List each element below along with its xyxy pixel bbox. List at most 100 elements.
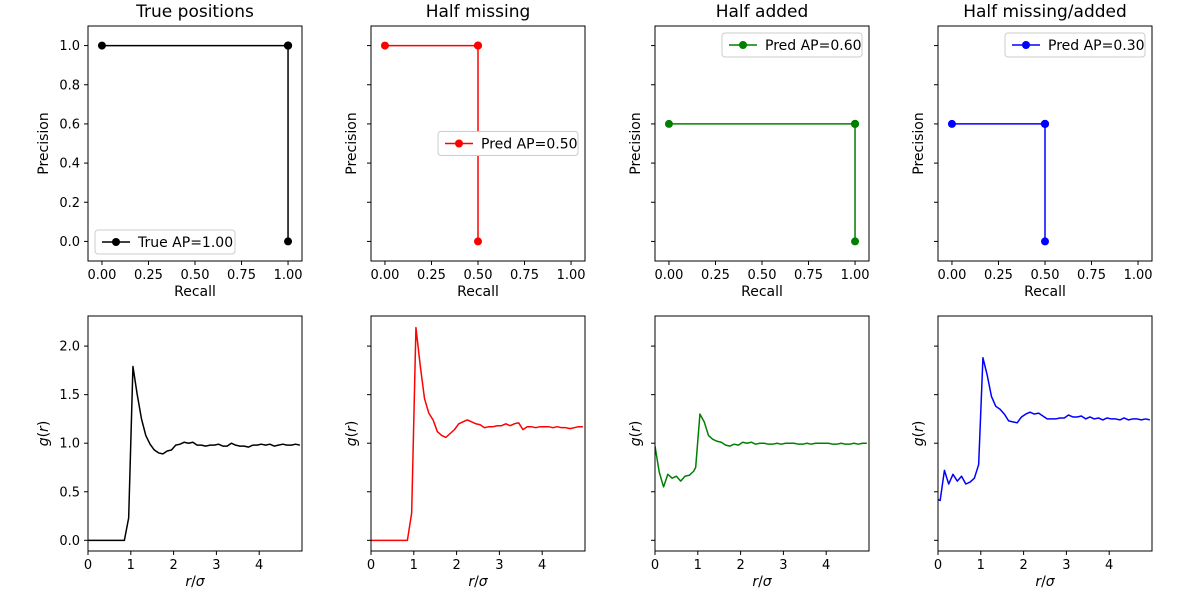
data-point (97, 41, 106, 50)
series-line (668, 123, 856, 242)
chart-title: Half missing/added (963, 2, 1127, 22)
axes-frame (370, 315, 586, 552)
y-tick-label: 0.6 (59, 117, 80, 132)
y-tick-label: 0.5 (59, 485, 80, 500)
legend-marker (455, 139, 463, 148)
axis-label-part: σ (479, 574, 489, 590)
series-line (655, 413, 867, 488)
chart-panel-8: 0 1 2 3 4r/σg(r) (911, 315, 1153, 590)
axis-label-part: g (344, 437, 360, 446)
legend-marker (1022, 41, 1030, 49)
axis-label-part: ( (628, 432, 644, 437)
y-axis-label: Precision (36, 112, 52, 174)
x-tick-label: 0.25 (984, 268, 1013, 283)
chart-panel-6: 0 1 2 3 4r/σg(r) (344, 315, 586, 590)
axis-label-part: / (758, 574, 763, 590)
axis-label-part: σ (763, 574, 773, 590)
axis-label-part: g (628, 437, 644, 446)
y-tick-label: 0.4 (59, 157, 80, 172)
axis-label-part: ) (628, 421, 644, 426)
legend-box (1004, 32, 1146, 58)
x-axis-label: r/σ (185, 574, 205, 590)
axes-frame (87, 315, 303, 552)
axis-label-part: ) (911, 421, 927, 426)
axis-label-part: / (191, 574, 196, 590)
y-tick-label: 0.0 (59, 235, 80, 250)
x-tick-label: 0 (651, 558, 659, 573)
axes-frame (654, 25, 870, 262)
x-tick-label: 4 (255, 558, 263, 573)
chart-panel-7: 0 1 2 3 4r/σg(r) (628, 315, 870, 590)
x-tick-label: 0.00 (87, 268, 116, 283)
data-point (474, 237, 482, 246)
x-axis-label: Recall (174, 284, 216, 300)
axis-label-part: Recall (1024, 284, 1066, 300)
axis-label-part: r (628, 425, 644, 432)
chart-panel-2: 0.00 0.25 0.50 0.75 1.00 Half missing Recall Pr… (344, 2, 586, 300)
x-tick-label: 0.75 (227, 268, 256, 283)
axis-label-part: g (911, 437, 927, 446)
y-axis-label: Precision (628, 112, 644, 174)
legend: Pred AP=0.60 (721, 32, 863, 58)
legend-label: Pred AP=0.60 (765, 38, 862, 54)
x-tick-label: 4 (822, 558, 830, 573)
x-tick-label: 0.50 (464, 268, 493, 283)
x-tick-label: 0 (84, 558, 92, 573)
axes-frame (87, 25, 303, 262)
x-tick-label: 1.00 (841, 268, 870, 283)
axes-frame (654, 315, 870, 552)
axis-label-part: σ (1046, 574, 1056, 590)
y-tick-label: 0.2 (59, 196, 80, 211)
series-line (101, 44, 289, 242)
x-tick-label: 2 (736, 558, 744, 573)
legend-marker (739, 41, 747, 49)
y-tick-label: 1.0 (59, 437, 80, 452)
legend-label: Pred AP=0.30 (1048, 38, 1145, 54)
x-tick-label: 0.25 (417, 268, 446, 283)
x-tick-label: 0.50 (181, 268, 210, 283)
x-axis-label: Recall (1024, 284, 1066, 300)
axis-label-part: Recall (174, 284, 216, 300)
chart-panel-3: 0.00 0.25 0.50 0.75 1.00 Half added Recall Prec… (628, 2, 870, 300)
axis-label-part: Recall (457, 284, 499, 300)
axis-label-part: Recall (741, 284, 783, 300)
legend-box (94, 229, 236, 255)
x-tick-label: 1.00 (274, 268, 303, 283)
x-tick-label: 0 (367, 558, 375, 573)
x-tick-label: 0.00 (370, 268, 399, 283)
chart-title: True positions (135, 2, 254, 22)
data-point (1041, 119, 1049, 128)
x-tick-label: 1 (977, 558, 985, 573)
axis-label-part: Precision (344, 112, 360, 174)
chart-title: Half added (716, 2, 809, 22)
series-line (938, 357, 1151, 502)
x-axis-label: Recall (741, 284, 783, 300)
y-tick-label: 1.5 (59, 388, 80, 403)
series-line (951, 123, 1046, 242)
axis-label-part: ) (36, 421, 52, 426)
x-tick-label: 3 (495, 558, 503, 573)
y-tick-label: 1.0 (59, 39, 80, 54)
axis-label-part: r (1035, 574, 1042, 590)
axis-label-part: Precision (36, 112, 52, 174)
axis-label-part: ( (344, 432, 360, 437)
x-tick-label: 0.00 (654, 268, 683, 283)
axis-label-part: ( (911, 432, 927, 437)
data-point (947, 119, 956, 128)
axis-label-part: g (36, 437, 52, 446)
axis-label-part: ( (36, 432, 52, 437)
axis-label-part: r (752, 574, 759, 590)
chart-panel-1: 0.00 0.25 0.50 0.75 1.00 0.0 0.2 0.4 0.6 0.8 1.0 Tr… (36, 2, 303, 300)
x-tick-label: 2 (1019, 558, 1027, 573)
x-tick-label: 0.75 (794, 268, 823, 283)
y-tick-label: 2.0 (59, 340, 80, 355)
legend: Pred AP=0.50 (437, 131, 579, 156)
y-axis-label: Precision (344, 112, 360, 174)
x-tick-label: 3 (779, 558, 787, 573)
axis-label-part: / (474, 574, 479, 590)
axes-frame (937, 315, 1153, 552)
axis-label-part: σ (196, 574, 206, 590)
x-tick-label: 0.50 (748, 268, 777, 283)
data-point (851, 237, 860, 246)
chart-title: Half missing (426, 2, 531, 22)
